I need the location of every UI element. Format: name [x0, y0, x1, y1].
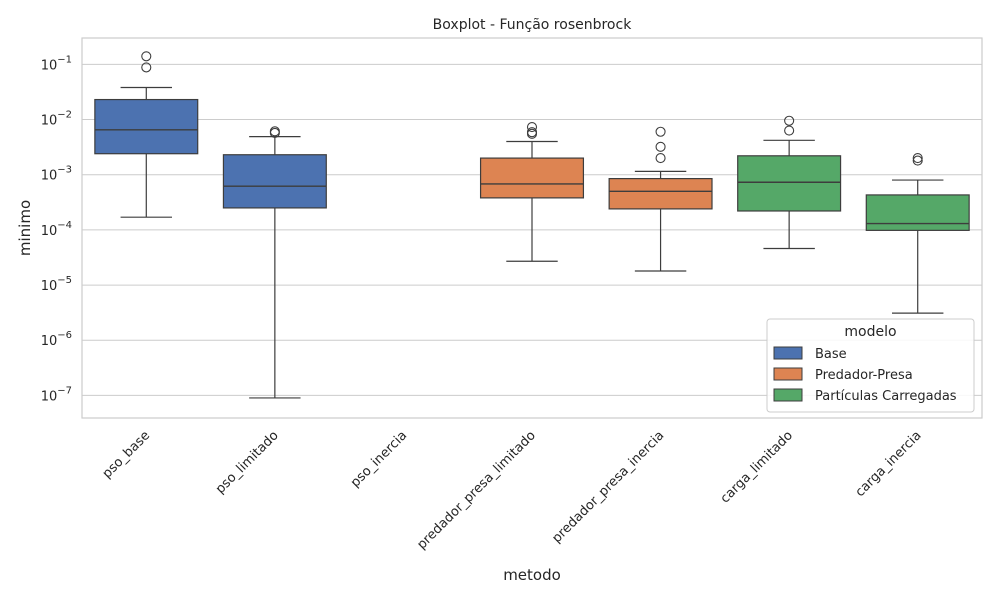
outlier-point	[526, 127, 538, 138]
legend-title: modelo	[844, 324, 896, 340]
box-iqr	[865, 194, 970, 231]
outlier-point	[784, 125, 795, 136]
legend-label: Partículas Carregadas	[815, 389, 957, 404]
y-tick-label: 10−2	[41, 110, 72, 129]
outlier-point	[784, 115, 795, 126]
plot-frame	[81, 37, 983, 419]
legend-frame	[766, 318, 975, 413]
outlier-point	[655, 126, 666, 137]
legend-swatch	[773, 388, 803, 402]
outlier-point	[655, 153, 666, 164]
legend-swatch	[773, 367, 803, 381]
outlier-point	[269, 126, 280, 137]
boxes-layer	[94, 51, 970, 399]
box-predador_presa_limitado	[479, 122, 585, 262]
y-tick-label: 10−4	[41, 220, 72, 239]
y-axis-label: minimo	[16, 200, 34, 256]
legend-entries: Base Predador-Presa Partículas Carregadas	[773, 346, 957, 404]
y-tick-label: 10−7	[41, 385, 72, 404]
outlier-point	[912, 153, 923, 164]
legend-swatch	[773, 346, 803, 360]
outlier-point	[141, 51, 152, 62]
box-iqr	[608, 177, 713, 210]
box-iqr	[737, 155, 842, 212]
chart-title: Boxplot - Função rosenbrock	[433, 17, 633, 33]
legend: modelo Base Predador-Presa Partículas Carr…	[766, 318, 975, 413]
y-tick-label: 10−3	[41, 165, 72, 184]
box-iqr	[222, 154, 327, 209]
box-pso_limitado	[222, 126, 327, 399]
box-iqr	[94, 98, 199, 155]
box-predador_presa_inercia	[608, 126, 713, 272]
y-tick-labels: 10−7 10−6 10−5 10−4 10−3 10−2 10−1	[41, 54, 72, 404]
outlier-point	[912, 155, 923, 166]
box-carga_inercia	[865, 153, 970, 314]
y-tick-label: 10−5	[41, 275, 72, 294]
outlier-point	[655, 141, 666, 152]
legend-label: Predador-Presa	[815, 368, 913, 383]
y-tick-label: 10−6	[41, 330, 72, 349]
box-carga_limitado	[737, 115, 842, 250]
outlier-point	[141, 62, 152, 73]
legend-label: Base	[815, 347, 847, 362]
box-pso_base	[94, 51, 199, 218]
box-iqr	[479, 157, 585, 199]
x-axis-label: metodo	[503, 566, 561, 584]
outlier-point	[526, 122, 538, 133]
y-tick-label: 10−1	[41, 54, 72, 73]
